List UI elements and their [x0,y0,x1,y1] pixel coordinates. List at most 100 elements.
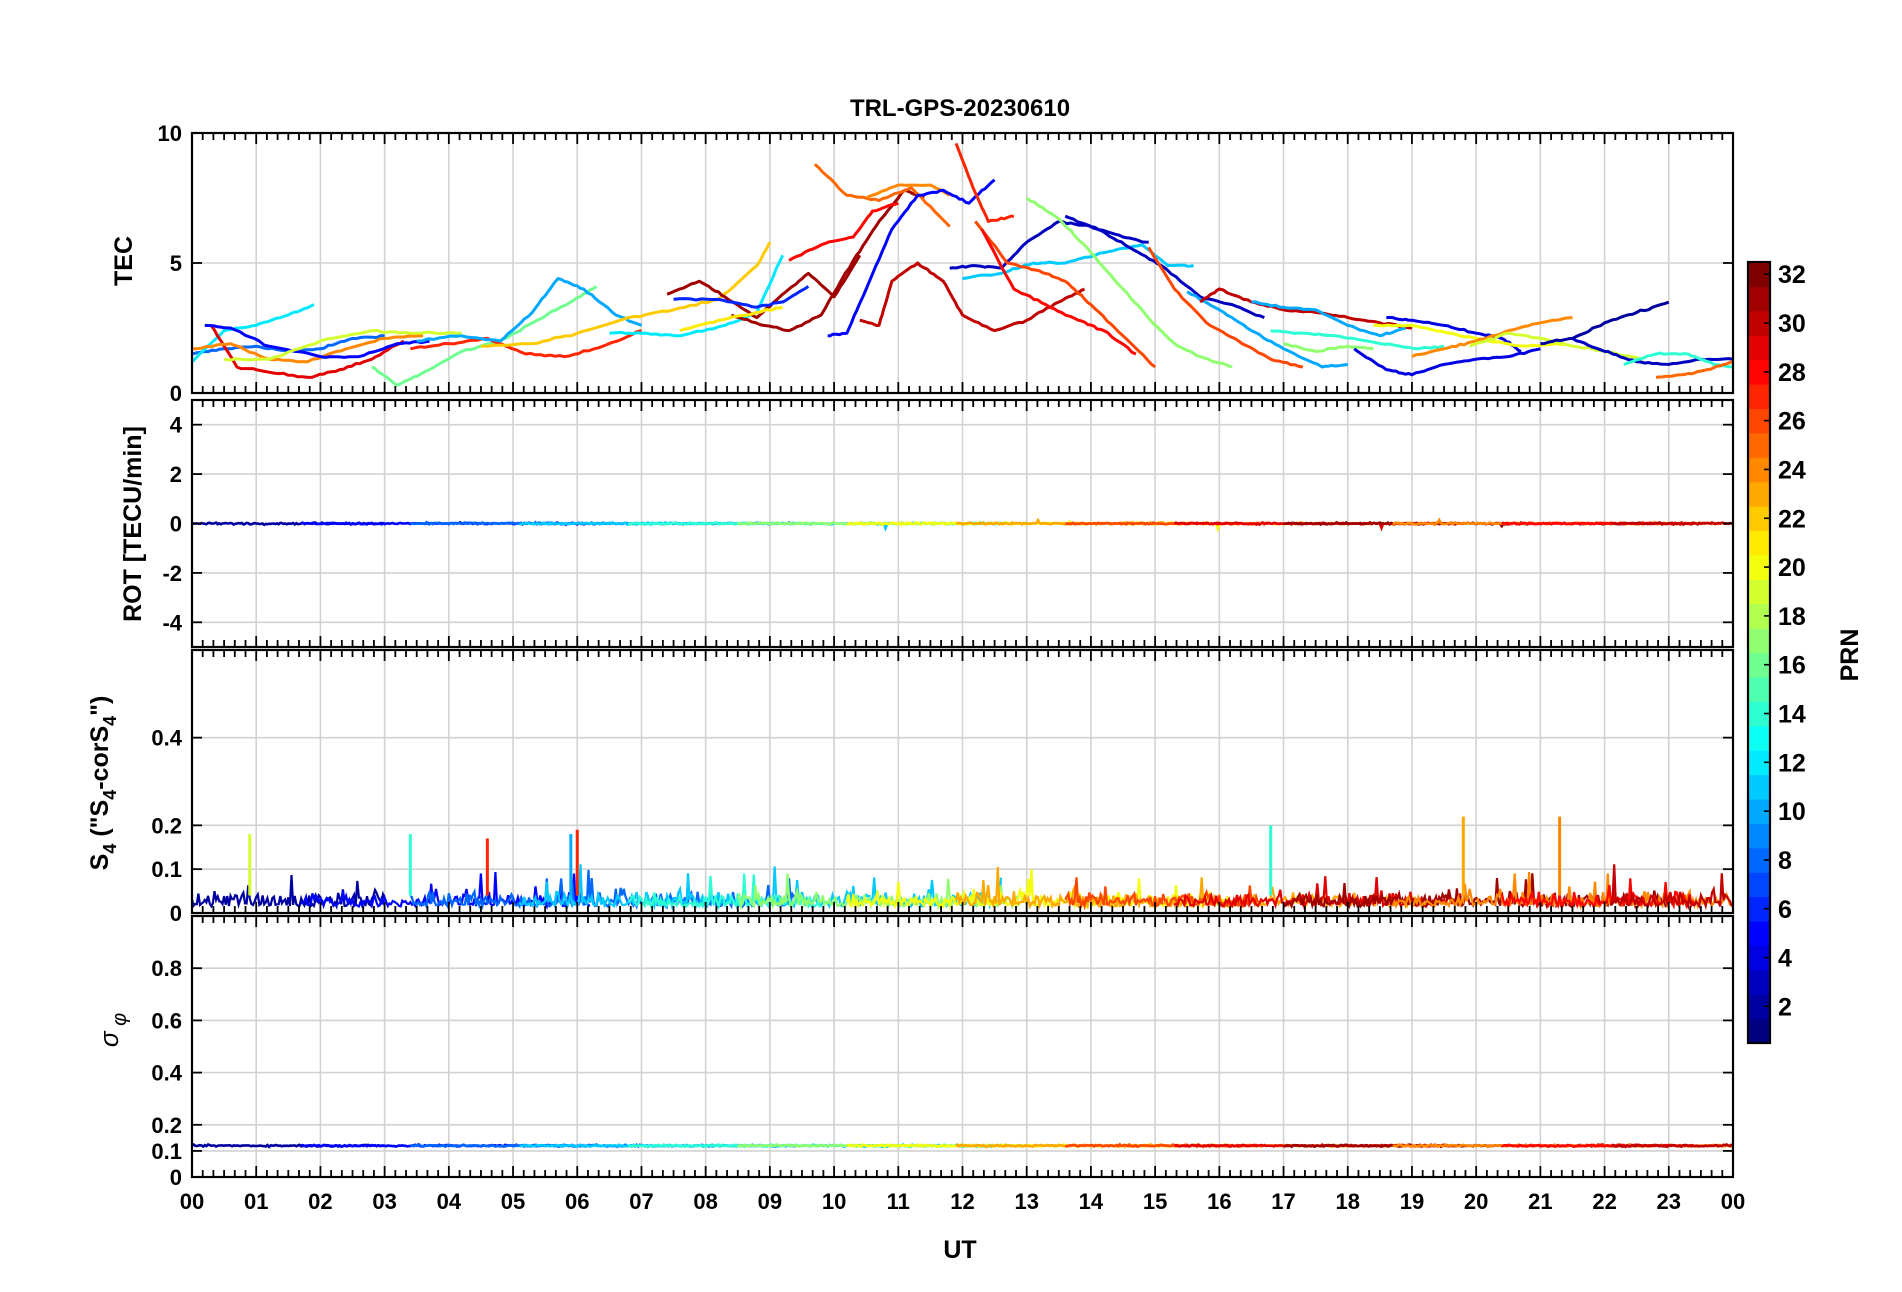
colorbar-swatch [1748,530,1770,556]
panel-2-data [191,520,1733,533]
tec-series-prn-25 [813,163,951,228]
x-tick-label: 03 [372,1189,396,1214]
y-tick-label: 5 [170,251,182,276]
x-tick-label: 06 [565,1189,589,1214]
panel-4-data [191,1144,1733,1147]
x-tick-label: 21 [1528,1189,1552,1214]
y-tick-label: 4 [170,413,183,438]
colorbar-swatch [1748,872,1770,898]
colorbar-frame [1746,260,1772,1045]
x-tick-label: 20 [1464,1189,1488,1214]
x-tick-label: 04 [437,1189,462,1214]
colorbar-swatch [1748,262,1770,288]
y-tick-label: 0.2 [151,813,182,838]
colorbar-swatch [1748,774,1770,800]
ylabel-s4: S4 ("S4-corS4") [86,696,120,871]
tec-series-prn-10 [416,277,643,343]
tec-series-prn-27 [409,329,642,359]
y-tick-label: 0.4 [151,726,182,751]
colorbar-swatch [1748,701,1770,727]
panel-ticks [191,400,1734,647]
colorbar-swatch [1748,676,1770,702]
x-tick-label: 09 [758,1189,782,1214]
colorbar-swatch [1748,823,1770,849]
panel-ticks [191,132,1734,394]
colorbar-tick-label: 24 [1778,456,1806,484]
y-tick-label: 0.2 [151,1113,182,1138]
x-tick-label: 08 [693,1189,717,1214]
colorbar-swatch [1748,384,1770,410]
colorbar-swatch [1748,603,1770,629]
x-tick-label: 18 [1336,1189,1360,1214]
xlabel-ut: UT [943,1236,976,1264]
colorbar-swatch [1748,310,1770,336]
tec-series-prn-25 [1655,360,1734,379]
tec-series-prn-17 [1025,196,1233,369]
colorbar-tick-label: 28 [1778,359,1806,387]
tec-series-prn-10 [1251,300,1406,338]
x-tick-label: 16 [1207,1189,1231,1214]
x-tick-label: 17 [1271,1189,1295,1214]
colorbar-tick-label: 20 [1778,554,1806,582]
panel-1: 0 5 10 [158,121,1735,406]
colorbar-tick-label: 8 [1778,847,1792,875]
y-tick-label: 0 [170,1165,182,1190]
tec-series-prn-3 [1064,214,1265,319]
panel-1-data [190,142,1734,387]
colorbar-swatch [1748,286,1770,312]
colorbar-swatch [1748,994,1770,1020]
tec-series-prn-2 [1540,300,1670,346]
y-tick-label: 0.4 [151,1061,182,1086]
tec-series-prn-17 [1283,342,1374,353]
y-tick-label: -2 [162,561,182,586]
y-tick-label: 0.1 [151,1139,182,1164]
tec-series-prn-12 [609,254,785,338]
x-tick-label: 07 [629,1189,653,1214]
chart-title: TRL-GPS-20230610 [850,95,1070,122]
x-tick-label: 02 [308,1189,332,1214]
colorbar-swatch [1748,554,1770,580]
y-tick-label: 0.6 [151,1008,182,1033]
y-tick-label: 0 [170,901,182,926]
panel-ticks [191,916,1734,1178]
tec-series-prn-3 [949,219,1149,270]
y-tick-label: 2 [170,462,182,487]
tec-series-prn-26 [974,220,1157,369]
colorbar-label: PRN [1836,629,1864,682]
y-tick-label: 0 [170,512,182,537]
colorbar-tick-label: 32 [1778,261,1806,289]
colorbar-swatch [1748,335,1770,361]
colorbar-tick-label: 6 [1778,896,1792,924]
panel-3: 0 0.1 0.2 0.4 [151,648,1733,926]
colorbar-swatch [1748,725,1770,751]
colorbar-swatch [1748,359,1770,385]
tec-series-prn-4 [1386,315,1522,353]
svg-text:σ φ: σ φ [94,1013,131,1047]
ylabel-rot: ROT [TECU/min] [119,426,147,622]
svg-text:S4 ("S4-corS4"): S4 ("S4-corS4") [86,696,120,871]
colorbar-swatch [1748,506,1770,532]
x-tick-label: 11 [887,1189,910,1214]
colorbar-swatch [1748,920,1770,946]
tec-series-prn-30 [1199,287,1413,330]
tec-series-prn-5 [204,323,430,359]
x-tick-label: 05 [501,1189,525,1214]
colorbar-tick-label: 26 [1778,408,1806,436]
y-tick-label: 0.8 [151,956,182,981]
colorbar-swatch [1748,652,1770,678]
x-tick-label: 12 [950,1189,974,1214]
tec-series-prn-4 [1353,347,1541,377]
x-tick-label: 01 [244,1189,268,1214]
tec-series-prn-6 [673,285,810,309]
tec-series-prn-24 [191,334,424,364]
colorbar-tick-label: 18 [1778,603,1806,631]
colorbar-swatch [1748,798,1770,824]
colorbar-tick-label: 22 [1778,505,1806,533]
tec-series-prn-27 [954,142,1014,223]
colorbar-swatch [1748,481,1770,507]
y-tick-label: -4 [162,610,182,635]
tec-series-prn-19 [223,329,462,362]
tec-series-prn-28 [788,201,899,262]
panel-2: -4 -2 0 2 4 [162,398,1734,649]
colorbar-swatch [1748,628,1770,654]
